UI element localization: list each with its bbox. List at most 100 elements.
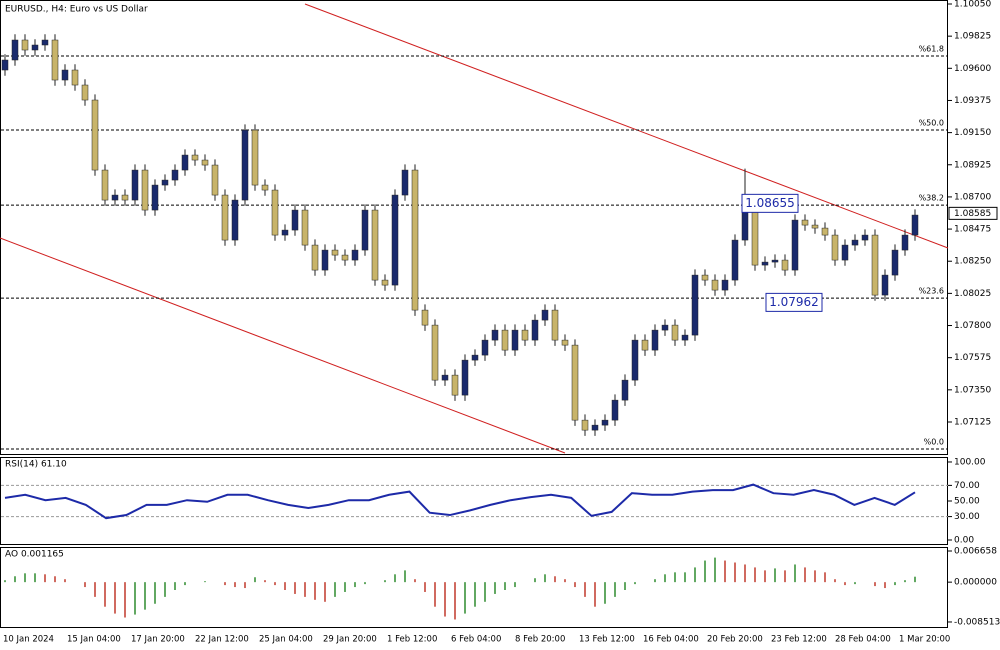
y-tick-label: 100.00 <box>954 457 986 467</box>
x-tick-label: 1 Mar 20:00 <box>899 635 950 645</box>
y-tick-label: 1.09825 <box>954 32 991 42</box>
candle-body <box>1 59 9 71</box>
candle-body <box>191 154 199 161</box>
candle-body <box>531 319 539 341</box>
candle-body <box>311 244 319 271</box>
candle-body <box>161 179 169 186</box>
candle-body <box>441 374 449 381</box>
candle-body <box>141 169 149 211</box>
x-tick-label: 1 Feb 12:00 <box>387 635 437 645</box>
candle-body <box>901 234 909 251</box>
candle-body <box>411 169 419 311</box>
candle-body <box>61 69 69 81</box>
candle-body <box>911 214 919 236</box>
candle-body <box>781 259 789 271</box>
candle-body <box>231 199 239 241</box>
candle-body <box>181 154 189 171</box>
candle-body <box>91 99 99 171</box>
rsi-panel <box>0 457 948 545</box>
y-tick-label: 1.07800 <box>954 321 991 331</box>
x-tick-label: 10 Jan 2024 <box>3 635 54 645</box>
candle-body <box>301 209 309 246</box>
x-tick-label: 13 Feb 12:00 <box>579 635 635 645</box>
candle-body <box>881 274 889 296</box>
candle-body <box>501 329 509 351</box>
candle-body <box>661 324 669 331</box>
candle-body <box>521 329 529 341</box>
candle-body <box>711 279 719 291</box>
candle-body <box>691 274 699 336</box>
y-tick-label: 1.09150 <box>954 128 991 138</box>
y-tick-label: 1.08700 <box>954 192 991 202</box>
candle-body <box>611 399 619 421</box>
x-tick-label: 8 Feb 20:00 <box>515 635 565 645</box>
candle-body <box>891 249 899 276</box>
x-tick-label: 25 Jan 04:00 <box>259 635 313 645</box>
candle-body <box>211 164 219 196</box>
candle-body <box>371 209 379 281</box>
candle-body <box>151 184 159 211</box>
candle-body <box>51 39 59 81</box>
candle-body <box>581 419 589 431</box>
candle-body <box>241 129 249 201</box>
candle-body <box>331 249 339 256</box>
current-price-box <box>948 206 998 220</box>
y-tick-label: 1.08250 <box>954 257 991 267</box>
candle-body <box>561 339 569 346</box>
candle-body <box>701 274 709 281</box>
candle-body <box>761 261 769 266</box>
candle-body <box>831 234 839 261</box>
y-tick-label: 1.08475 <box>954 225 991 235</box>
candle-body <box>551 309 559 341</box>
y-tick-label: 1.08025 <box>954 289 991 299</box>
candle-body <box>341 254 349 261</box>
y-tick-label: 1.08925 <box>954 160 991 170</box>
candle-body <box>641 339 649 351</box>
price-box-label: 1.08655 <box>745 196 795 210</box>
candle-body <box>101 169 109 201</box>
candle-body <box>451 374 459 396</box>
x-tick-label: 15 Jan 04:00 <box>67 635 121 645</box>
candle-body <box>351 249 359 261</box>
y-tick-label: 1.07125 <box>954 417 991 427</box>
x-tick-label: 20 Feb 20:00 <box>707 635 763 645</box>
fib-label: %0.0 <box>924 437 944 446</box>
x-tick-label: 17 Jan 20:00 <box>131 635 185 645</box>
y-tick-label: 1.09375 <box>954 96 991 106</box>
candle-body <box>541 309 549 321</box>
ao-panel <box>0 547 948 628</box>
candle-body <box>71 69 79 86</box>
x-tick-label: 29 Jan 20:00 <box>323 635 377 645</box>
y-tick-label: -0.008513 <box>954 617 1000 627</box>
fib-label: %38.2 <box>919 194 944 203</box>
y-tick-label: 70.00 <box>954 481 980 491</box>
candle-body <box>671 324 679 341</box>
candle-body <box>31 44 39 51</box>
y-tick-label: 50.00 <box>954 496 980 506</box>
candle-body <box>591 424 599 431</box>
candle-body <box>601 419 609 426</box>
price-box <box>741 193 799 213</box>
candle-body <box>271 189 279 236</box>
rsi-title: RSI(14) 61.10 <box>5 460 67 470</box>
y-tick-label: 1.10050 <box>954 0 991 10</box>
candle-body <box>651 329 659 351</box>
price-box <box>765 292 823 312</box>
candle-body <box>791 219 799 271</box>
y-tick-label: 0.00 <box>954 536 974 546</box>
candle-body <box>81 84 89 101</box>
candle-body <box>721 279 729 291</box>
candle-body <box>361 209 369 251</box>
candle-body <box>461 359 469 396</box>
candle-body <box>281 229 289 236</box>
chart-title: EURUSD., H4: Euro vs US Dollar <box>5 5 148 15</box>
candle-body <box>201 159 209 166</box>
y-tick-label: 1.07575 <box>954 353 991 363</box>
upper-trend-line <box>304 3 949 249</box>
fib-label: %61.8 <box>919 45 944 54</box>
candle-body <box>261 184 269 191</box>
candle-body <box>491 329 499 341</box>
candle-body <box>481 339 489 356</box>
price-box-label: 1.07962 <box>769 295 819 309</box>
